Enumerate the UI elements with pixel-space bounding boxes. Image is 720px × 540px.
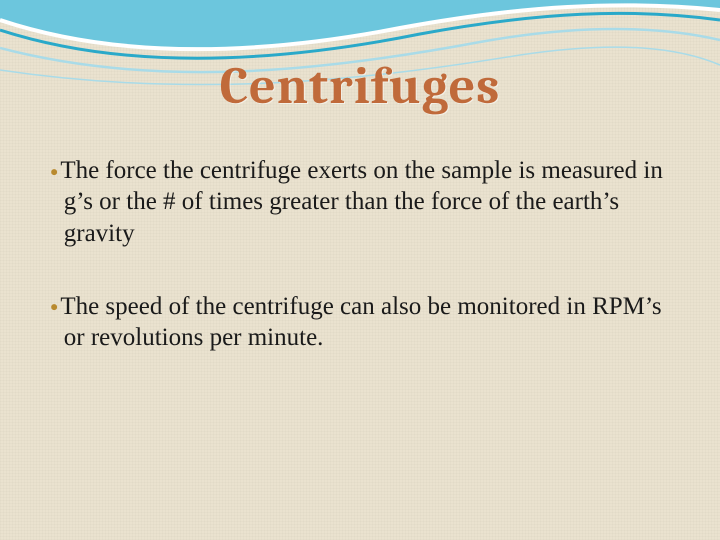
wave-stroke-white xyxy=(0,5,720,49)
slide-title: Centrifuges xyxy=(0,56,720,116)
wave-fill xyxy=(0,0,720,49)
slide-body: ●The force the centrifuge exerts on the … xyxy=(50,155,670,395)
bullet-icon: ● xyxy=(50,164,60,179)
bullet-icon: ● xyxy=(50,299,60,314)
slide: Centrifuges ●The force the centrifuge ex… xyxy=(0,0,720,540)
bullet-text: The force the centrifuge exerts on the s… xyxy=(60,157,663,247)
wave-stroke-primary xyxy=(0,13,720,58)
bullet-item: ●The speed of the centrifuge can also be… xyxy=(50,291,670,354)
bullet-item: ●The force the centrifuge exerts on the … xyxy=(50,155,670,249)
bullet-text: The speed of the centrifuge can also be … xyxy=(60,293,661,351)
